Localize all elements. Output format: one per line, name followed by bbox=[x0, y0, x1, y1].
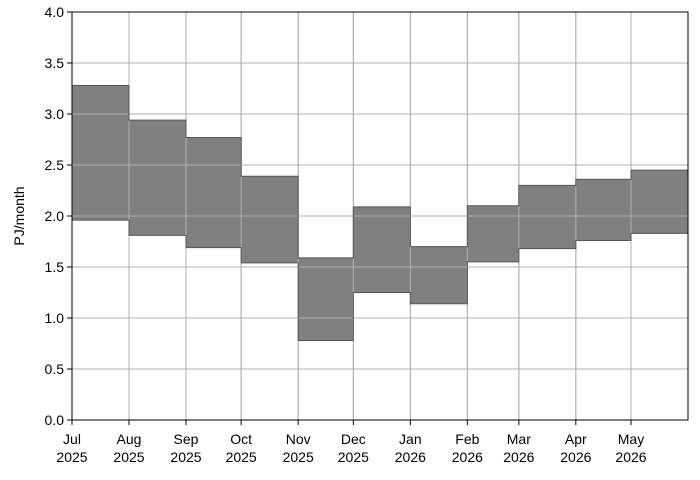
x-tick-label: Mar 2026 bbox=[503, 431, 534, 465]
x-tick-year: 2026 bbox=[615, 449, 646, 465]
x-tick-label: Apr 2026 bbox=[560, 431, 591, 465]
x-tick-label: Jul 2025 bbox=[56, 431, 87, 465]
x-tick-year: 2025 bbox=[226, 449, 257, 465]
x-tick-year: 2026 bbox=[452, 449, 483, 465]
x-tick-month: Mar bbox=[507, 431, 531, 447]
x-tick-month: Jul bbox=[63, 431, 81, 447]
x-tick-label: Jan 2026 bbox=[395, 431, 426, 465]
x-tick-label: Aug 2025 bbox=[113, 431, 144, 465]
y-tick-label: 3.5 bbox=[45, 55, 65, 71]
y-tick-label: 4.0 bbox=[45, 4, 65, 20]
band-area bbox=[72, 85, 688, 341]
x-tick-year: 2025 bbox=[170, 449, 201, 465]
x-axis-ticks: Jul 2025 Aug 2025 Sep 2025 Oct 2025 Nov 2025 Dec 20… bbox=[56, 420, 647, 465]
y-axis-label: PJ/month bbox=[11, 186, 27, 245]
y-tick-label: 3.0 bbox=[45, 106, 65, 122]
x-tick-month: Feb bbox=[455, 431, 479, 447]
x-tick-month: Sep bbox=[174, 431, 199, 447]
y-tick-label: 0.5 bbox=[45, 361, 65, 377]
x-tick-month: Jan bbox=[399, 431, 422, 447]
x-tick-month: Apr bbox=[565, 431, 587, 447]
x-tick-month: Oct bbox=[230, 431, 252, 447]
x-tick-year: 2026 bbox=[560, 449, 591, 465]
x-tick-year: 2026 bbox=[503, 449, 534, 465]
x-tick-label: Nov 2025 bbox=[283, 431, 314, 465]
y-tick-label: 0.0 bbox=[45, 412, 65, 428]
x-tick-month: May bbox=[618, 431, 644, 447]
x-tick-year: 2025 bbox=[338, 449, 369, 465]
y-tick-label: 2.5 bbox=[45, 157, 65, 173]
x-tick-label: Sep 2025 bbox=[170, 431, 201, 465]
x-tick-year: 2025 bbox=[56, 449, 87, 465]
x-tick-year: 2026 bbox=[395, 449, 426, 465]
x-tick-label: May 2026 bbox=[615, 431, 646, 465]
x-tick-month: Dec bbox=[341, 431, 366, 447]
grid-overlay bbox=[71, 11, 688, 421]
y-tick-label: 1.0 bbox=[45, 310, 65, 326]
y-tick-label: 2.0 bbox=[45, 208, 65, 224]
x-tick-label: Oct 2025 bbox=[226, 431, 257, 465]
x-tick-label: Feb 2026 bbox=[452, 431, 483, 465]
band-series bbox=[71, 11, 688, 421]
band-upper-edge bbox=[72, 84, 688, 259]
x-tick-year: 2025 bbox=[283, 449, 314, 465]
y-axis-ticks: 0.0 0.5 1.0 1.5 2.0 2.5 3.0 3.5 4.0 bbox=[45, 4, 72, 428]
x-tick-year: 2025 bbox=[113, 449, 144, 465]
x-tick-month: Aug bbox=[117, 431, 142, 447]
y-tick-label: 1.5 bbox=[45, 259, 65, 275]
band-lower-edge bbox=[72, 219, 688, 341]
x-tick-label: Dec 2025 bbox=[338, 431, 369, 465]
x-tick-month: Nov bbox=[286, 431, 311, 447]
